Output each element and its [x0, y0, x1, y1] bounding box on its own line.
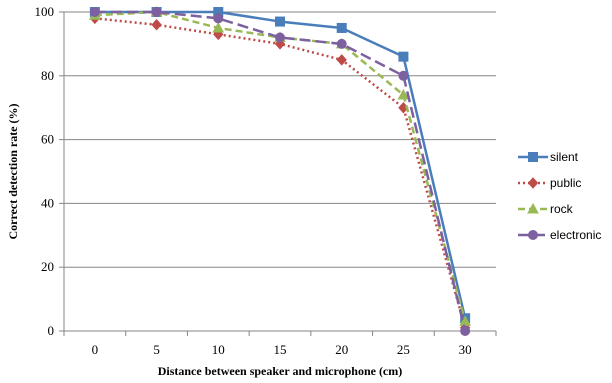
- data-point-public: [151, 19, 162, 31]
- x-tick-label: 20: [335, 342, 348, 357]
- data-point-rock: [212, 21, 225, 33]
- y-tick-label: 60: [41, 132, 54, 147]
- y-axis-title: Correct detection rate (%): [6, 103, 20, 239]
- series-rock: [89, 5, 471, 326]
- x-axis-ticks: 0 5 10 15 20 25 30: [63, 331, 497, 357]
- legend-marker: [528, 230, 538, 240]
- series-line-electronic: [94, 10, 467, 332]
- legend-marker: [527, 177, 539, 189]
- legend-item-public: public: [518, 176, 581, 190]
- legend-label: rock: [550, 202, 574, 216]
- y-tick-label: 80: [41, 68, 54, 83]
- y-tick-label: 40: [41, 195, 54, 210]
- y-tick-label: 0: [48, 323, 55, 338]
- legend-label: silent: [550, 150, 579, 164]
- data-point-electronic: [89, 7, 100, 17]
- data-point-electronic: [151, 7, 162, 17]
- data-point-public: [336, 54, 347, 66]
- plot-area: [89, 5, 471, 336]
- x-tick-label: 15: [274, 342, 287, 357]
- legend-item-silent: silent: [518, 150, 579, 164]
- series-line-public: [94, 17, 467, 329]
- legend-item-rock: rock: [518, 202, 574, 216]
- data-point-rock: [459, 315, 471, 326]
- data-point-electronic: [398, 70, 409, 81]
- y-tick-label: 20: [41, 259, 54, 274]
- data-point-public: [213, 28, 224, 41]
- data-point-silent: [336, 22, 347, 33]
- series-public: [89, 12, 471, 334]
- data-point-silent: [275, 16, 285, 27]
- series-line-silent: [94, 10, 467, 319]
- x-tick-label: 0: [92, 342, 99, 357]
- x-tick-label: 5: [153, 342, 160, 357]
- data-point-silent: [398, 51, 409, 62]
- legend-label: electronic: [550, 228, 601, 242]
- series-electronic: [89, 7, 471, 336]
- series-silent: [89, 7, 471, 324]
- y-axis-ticks: 0 20 40 60 80 100: [35, 4, 64, 338]
- x-tick-label: 30: [459, 342, 472, 357]
- axes: [63, 12, 496, 332]
- x-tick-label: 10: [212, 342, 225, 357]
- legend-item-electronic: electronic: [518, 228, 601, 242]
- data-point-electronic: [460, 326, 471, 336]
- data-point-electronic: [275, 32, 285, 43]
- x-axis-title: Distance between speaker and microphone …: [158, 364, 403, 378]
- legend-marker: [527, 202, 539, 214]
- gridlines: [64, 11, 496, 268]
- legend: silent public rock electronic: [518, 150, 601, 242]
- y-tick-label: 100: [35, 4, 55, 19]
- legend-marker: [528, 152, 538, 162]
- data-point-rock: [397, 88, 410, 100]
- data-point-electronic: [336, 38, 347, 49]
- data-point-electronic: [213, 13, 224, 24]
- legend-label: public: [550, 176, 581, 190]
- series-line-rock: [94, 10, 467, 322]
- x-tick-label: 25: [397, 342, 410, 357]
